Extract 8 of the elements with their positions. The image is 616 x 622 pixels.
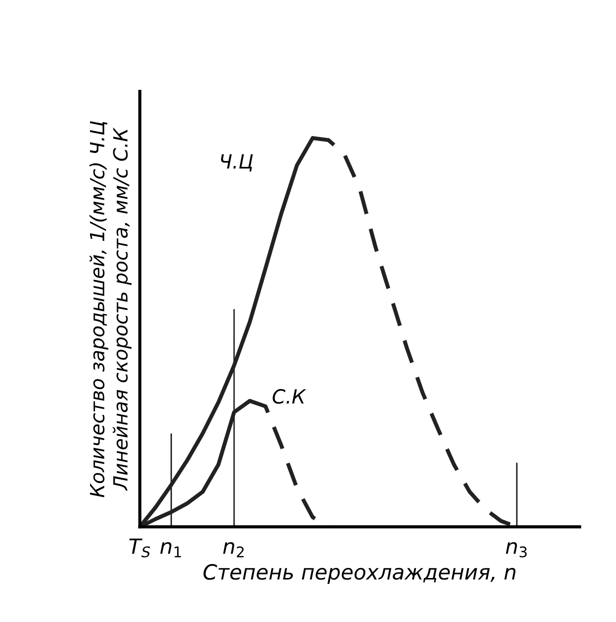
- x-tick-label: T$_{S}$: [129, 538, 150, 558]
- x-tick-label: n$_{2}$: [223, 542, 244, 558]
- text: Ч.Ц: [221, 154, 253, 172]
- x-tick-label: n$_{1}$: [160, 542, 181, 558]
- x-tick-label: n$_{3}$: [506, 542, 527, 558]
- series-label: С.К: [272, 389, 306, 404]
- x-axis-title: Степень переохлаждения, n: [204, 564, 516, 584]
- y-axis-title: Количество зародышей, 1/(мм/с) Ч.Ц Линейная скорость роста, мм/с С.К: [89, 121, 132, 498]
